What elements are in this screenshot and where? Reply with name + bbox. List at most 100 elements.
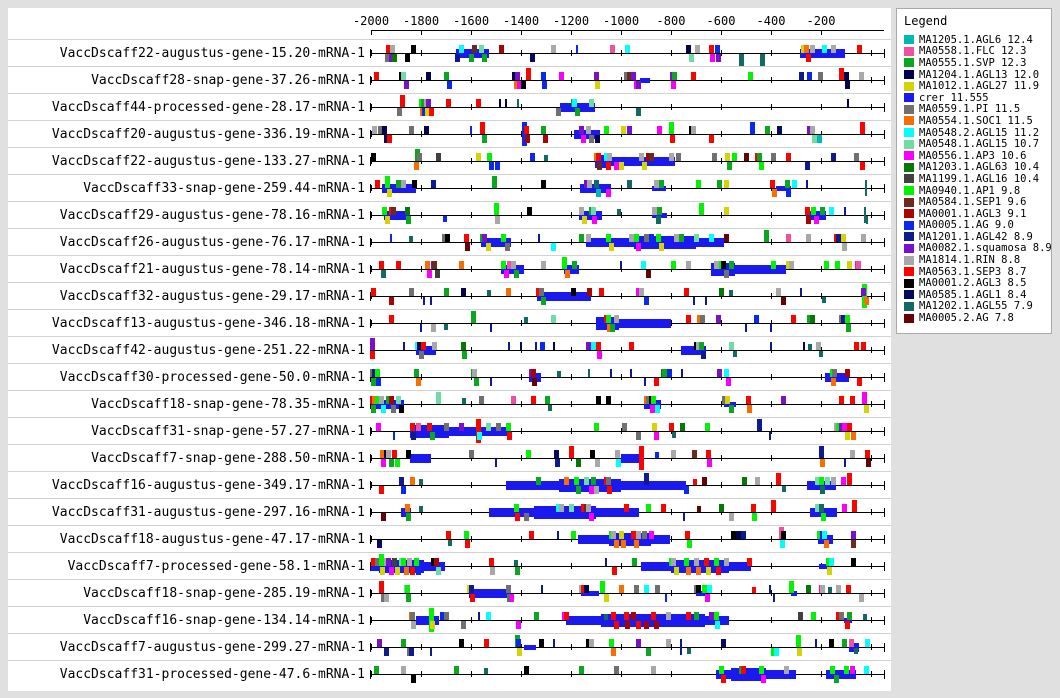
motif-mark (488, 558, 494, 566)
sequence-tick (871, 644, 872, 650)
motif-mark (843, 207, 846, 215)
motif-mark (819, 585, 825, 593)
sequence-tick (471, 509, 472, 515)
motif-mark (847, 612, 853, 620)
motif-mark (588, 135, 594, 143)
motif-mark (712, 153, 718, 161)
motif-mark (806, 234, 811, 242)
legend-entry-label: MA1012.1.AGL27 11.9 (919, 80, 1040, 93)
legend-entry-label: MA1205.1.AGL6 12.4 (919, 33, 1033, 46)
sequence-tick (671, 590, 672, 596)
sequence-tick (621, 374, 622, 380)
sequence-line (371, 107, 884, 108)
motif-mark (671, 261, 676, 269)
motif-mark (843, 666, 849, 674)
motif-mark (398, 405, 404, 413)
sequence-tick (571, 455, 572, 461)
legend-entry-label: MA0554.1.SOC1 11.5 (919, 114, 1033, 127)
sequence-line-cap (884, 184, 885, 193)
legend-entry: crer 11.555 (904, 92, 1051, 104)
motif-mark (865, 180, 867, 196)
legend-entry: MA1205.1.AGL6 12.4 (904, 34, 1051, 46)
sequence-line-cap (884, 292, 885, 301)
motif-mark (479, 122, 485, 134)
motif-mark (749, 122, 755, 134)
motif-mark (464, 540, 470, 548)
gene-row-label: VaccDscaff16-snap-gene-134.14-mRNA-1 (83, 613, 365, 628)
legend-entry-label: MA0558.1.FLC 12.3 (919, 45, 1027, 58)
sequence-line-cap (370, 103, 371, 112)
sequence-tick (771, 374, 772, 380)
sequence-tick (371, 212, 372, 218)
motif-mark (828, 639, 834, 647)
sequence-tick (421, 320, 422, 326)
motif-mark (603, 594, 609, 602)
gene-row: VaccDscaff16-augustus-gene-349.17-mRNA-1 (8, 471, 891, 499)
motif-mark (818, 477, 824, 485)
sequence-tick (571, 671, 572, 677)
crer-block (523, 645, 536, 650)
motif-mark (553, 450, 559, 458)
motif-mark (501, 261, 506, 269)
motif-mark (376, 423, 381, 431)
motif-mark (751, 504, 756, 512)
motif-mark (607, 486, 613, 494)
sequence-tick (821, 455, 822, 461)
motif-mark (563, 477, 569, 485)
sequence-tick (671, 401, 672, 407)
motif-mark (462, 351, 468, 359)
sequence-line-cap (884, 400, 885, 409)
motif-mark (537, 234, 540, 242)
legend-entry-label: MA0559.1.PI 11.5 (919, 103, 1021, 116)
sequence-tick (671, 77, 672, 83)
motif-mark (683, 486, 689, 494)
motif-mark (717, 369, 723, 377)
motif-mark (489, 567, 495, 575)
sequence-tick (871, 50, 872, 56)
legend-swatch (904, 209, 914, 219)
motif-mark (606, 477, 611, 485)
motif-mark (382, 126, 388, 134)
crer-block (652, 186, 666, 191)
motif-mark (693, 558, 699, 566)
sequence-tick (471, 185, 472, 191)
motif-mark (433, 558, 439, 566)
legend-entry-label: MA1202.1.AGL55 7.9 (919, 300, 1033, 313)
sequence-tick (571, 536, 572, 542)
crer-block (618, 319, 671, 328)
sequence-line-cap (370, 427, 371, 436)
motif-mark (627, 180, 633, 188)
motif-mark (667, 369, 673, 377)
motif-mark (863, 405, 869, 413)
motif-mark (378, 554, 384, 566)
sequence-line-cap (884, 346, 885, 355)
gene-row-label: VaccDscaff31-augustus-gene-297.16-mRNA-1 (51, 505, 365, 520)
motif-mark (686, 567, 691, 575)
motif-mark (506, 423, 511, 431)
sequence-tick (571, 212, 572, 218)
motif-mark (736, 531, 741, 539)
crer-block (371, 400, 404, 409)
legend-entry: MA0001.1.AGL3 9.1 (904, 208, 1051, 220)
motif-mark (541, 585, 544, 593)
motif-mark (814, 477, 820, 485)
motif-mark (499, 99, 501, 107)
motif-mark (694, 45, 700, 53)
motif-mark (814, 504, 820, 512)
motif-mark (558, 72, 564, 80)
motif-mark (686, 315, 691, 323)
sequence-tick (571, 563, 572, 569)
motif-mark (646, 648, 651, 656)
motif-mark (786, 189, 791, 197)
motif-mark (723, 180, 729, 188)
motif-mark (576, 459, 581, 467)
motif-mark (564, 270, 570, 278)
motif-mark (511, 261, 516, 269)
motif-mark (852, 500, 858, 512)
motif-mark (656, 216, 661, 224)
sequence-tick (621, 293, 622, 299)
motif-mark (627, 72, 633, 80)
gene-row-label: VaccDscaff7-snap-gene-288.50-mRNA-1 (91, 451, 365, 466)
motif-mark (690, 72, 696, 80)
motif-mark (746, 558, 752, 566)
